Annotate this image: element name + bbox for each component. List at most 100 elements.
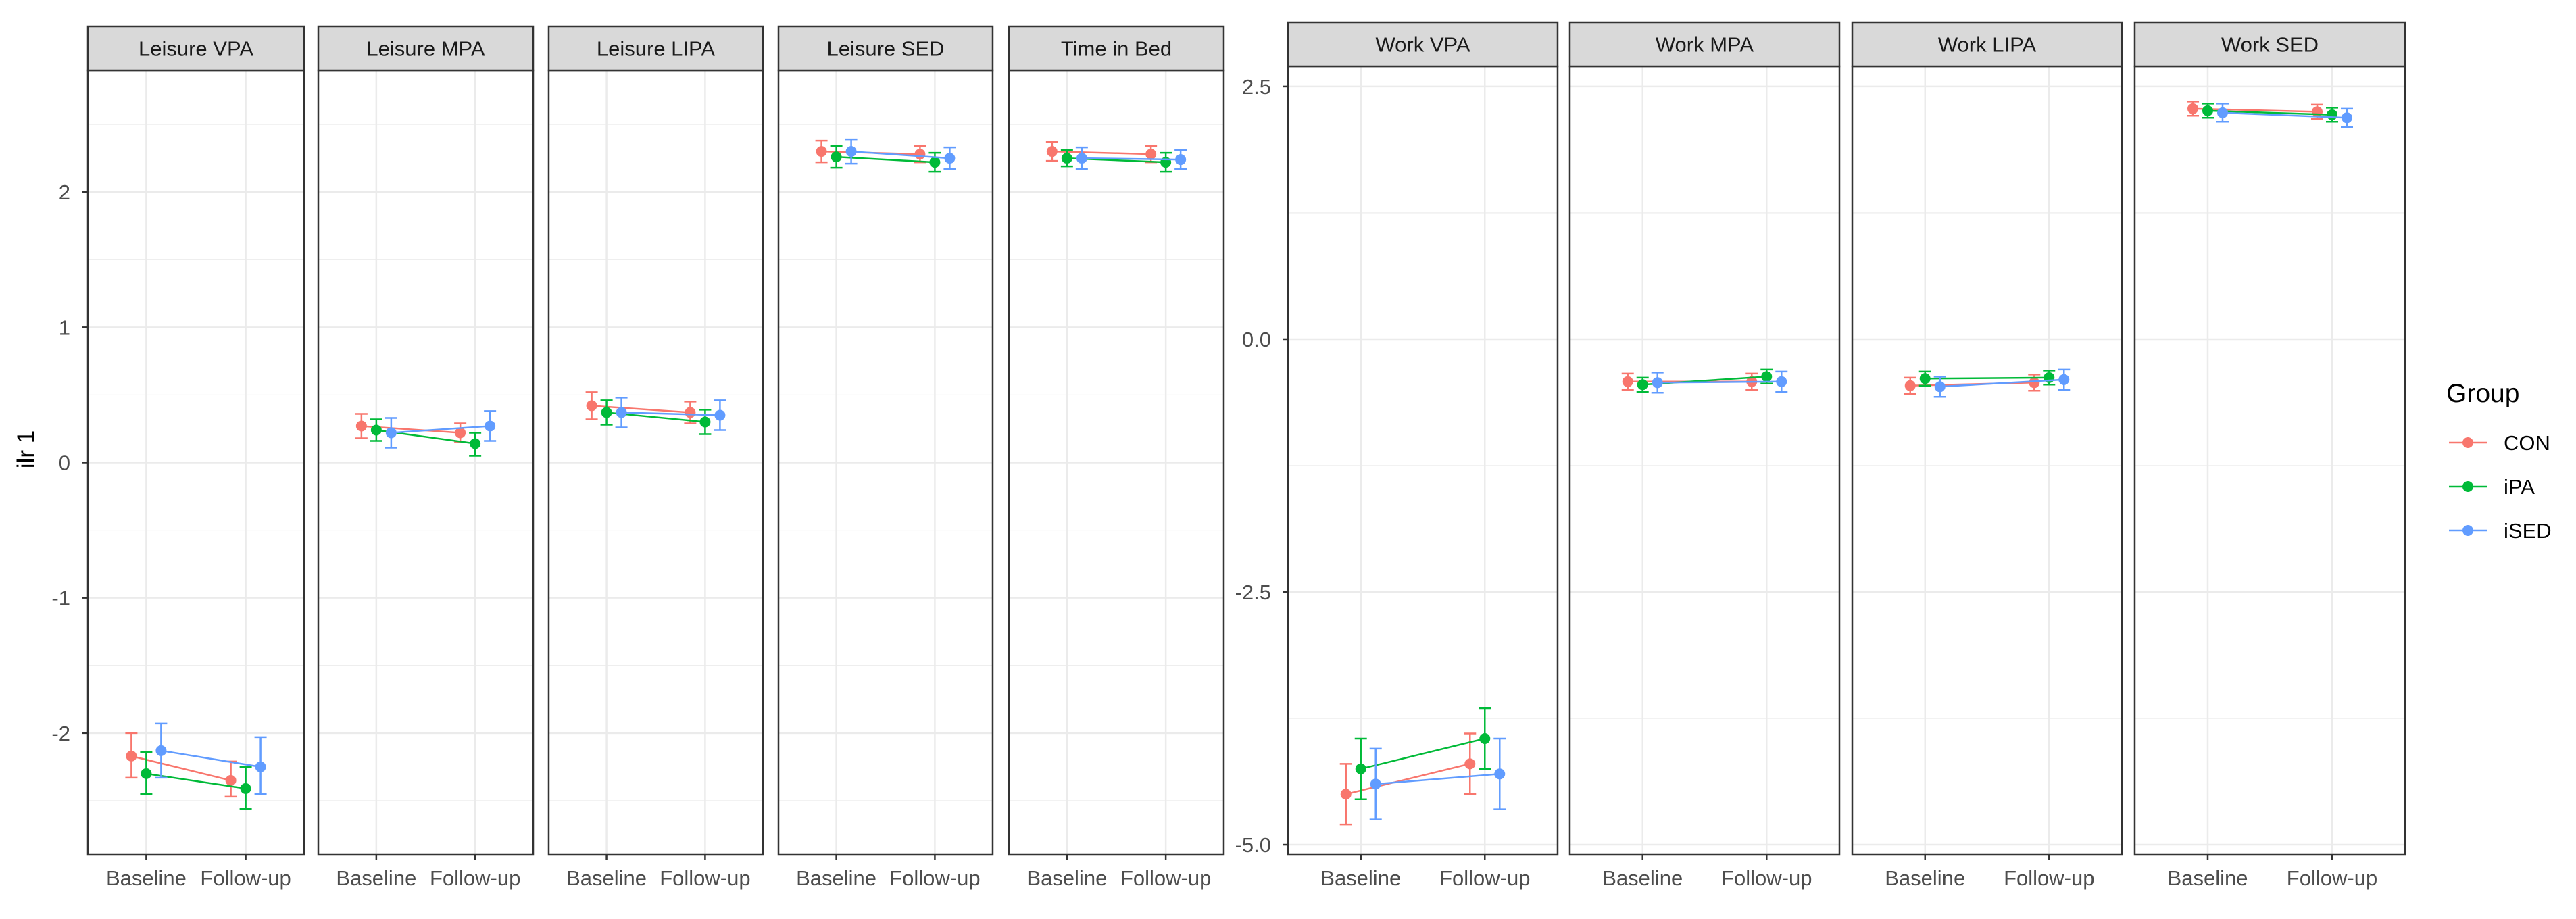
- data-point-ipa: [831, 151, 842, 163]
- data-point-ipa: [1355, 763, 1366, 774]
- data-point-ised: [255, 761, 266, 772]
- series-line-ised: [391, 425, 491, 434]
- data-point-con: [455, 427, 466, 439]
- series-line-con: [591, 405, 691, 414]
- y-tick-label: 2: [59, 180, 70, 204]
- x-tick-label: Baseline: [106, 866, 187, 890]
- series-line-con: [1051, 150, 1151, 155]
- y-tick-label: -2: [51, 722, 70, 745]
- x-tick-label: Follow-up: [430, 866, 520, 890]
- data-point-ipa: [2202, 105, 2213, 116]
- data-point-ised: [2342, 112, 2352, 124]
- data-point-ised: [1776, 376, 1787, 387]
- data-point-con: [355, 420, 367, 432]
- data-point-con: [1046, 146, 1058, 157]
- series-line-ipa: [836, 155, 935, 164]
- x-tick-label: Baseline: [1320, 866, 1401, 890]
- y-tick-label: 0.0: [1242, 328, 1271, 351]
- strip-leisure-vpa: [86, 25, 305, 72]
- legend-key-point: [2462, 437, 2473, 448]
- data-point-ipa: [2327, 109, 2337, 120]
- y-tick-label: 0: [59, 451, 70, 475]
- legend-key-point: [2462, 525, 2473, 536]
- data-point-ipa: [929, 157, 941, 168]
- data-point-ised: [385, 427, 397, 439]
- data-point-ised: [1494, 768, 1506, 780]
- data-point-con: [816, 146, 827, 157]
- x-tick-label: Follow-up: [200, 866, 291, 890]
- data-point-con: [1622, 376, 1633, 387]
- series-line-con: [131, 755, 231, 782]
- x-tick-label: Baseline: [1885, 866, 1965, 890]
- strip-title: Leisure MPA: [366, 37, 485, 61]
- data-point-ipa: [1761, 371, 1773, 382]
- data-point-ipa: [601, 407, 612, 418]
- strip-work-mpa: [1568, 21, 1841, 68]
- x-tick-label: Baseline: [2168, 866, 2248, 890]
- data-point-ised: [1175, 154, 1187, 166]
- x-tick-label: Follow-up: [2004, 866, 2094, 890]
- series-line-con: [1345, 763, 1470, 795]
- data-point-con: [2187, 103, 2198, 114]
- data-point-ised: [155, 745, 167, 756]
- legend-label: iPA: [2504, 475, 2535, 499]
- series-line-ipa: [146, 772, 246, 790]
- data-point-ised: [714, 409, 726, 421]
- data-point-ipa: [141, 768, 152, 779]
- y-tick-label: -2.5: [1235, 580, 1271, 604]
- data-point-ised: [2058, 374, 2070, 385]
- series-line-con: [2192, 107, 2318, 113]
- x-tick-label: Baseline: [336, 866, 416, 890]
- series-line-ised: [1939, 378, 2064, 388]
- data-point-ipa: [1637, 379, 1648, 391]
- panel-work-vpa: [1287, 65, 1559, 856]
- panel-work-sed: [2133, 65, 2406, 856]
- strip-title: Work LIPA: [1938, 33, 2037, 57]
- data-point-ised: [485, 420, 496, 432]
- x-tick-label: Baseline: [1026, 866, 1107, 890]
- data-point-con: [914, 149, 926, 160]
- y-tick-label: -5.0: [1235, 833, 1271, 857]
- data-point-ipa: [370, 424, 382, 436]
- data-point-ised: [616, 407, 627, 418]
- data-point-con: [586, 400, 597, 412]
- legend-title: Group: [2446, 379, 2519, 408]
- data-point-con: [1904, 380, 1916, 391]
- y-tick-label: -1: [51, 587, 70, 610]
- data-point-ised: [1076, 153, 1087, 164]
- strip-title: Leisure SED: [826, 37, 944, 61]
- strip-work-sed: [2133, 21, 2406, 68]
- data-point-ipa: [240, 783, 251, 794]
- x-tick-label: Baseline: [566, 866, 647, 890]
- x-tick-label: Follow-up: [1120, 866, 1211, 890]
- strip-leisure-sed: [777, 25, 994, 72]
- x-tick-label: Follow-up: [660, 866, 750, 890]
- x-tick-label: Baseline: [1602, 866, 1683, 890]
- legend-label: CON: [2504, 431, 2550, 455]
- y-tick-label: 2.5: [1242, 75, 1271, 99]
- series-line-ipa: [1360, 737, 1485, 770]
- x-tick-label: Follow-up: [889, 866, 980, 890]
- series-line-ised: [851, 150, 950, 159]
- data-point-ipa: [699, 416, 711, 428]
- strip-leisure-lipa: [547, 25, 764, 72]
- data-point-con: [1464, 758, 1476, 770]
- data-point-ised: [845, 146, 857, 157]
- x-tick-label: Follow-up: [1721, 866, 1812, 890]
- strip-time-in-bed: [1008, 25, 1225, 72]
- x-tick-label: Baseline: [796, 866, 876, 890]
- panel-work-mpa: [1568, 65, 1841, 856]
- series-line-ipa: [2207, 109, 2333, 116]
- y-tick-label: 1: [59, 316, 70, 339]
- data-point-con: [2312, 106, 2323, 118]
- series-line-ised: [1081, 157, 1181, 161]
- strip-title: Work SED: [2221, 33, 2319, 57]
- strip-title: Time in Bed: [1061, 37, 1172, 61]
- legend-key-point: [2462, 481, 2473, 492]
- data-point-con: [225, 774, 237, 786]
- data-point-ipa: [1061, 153, 1072, 164]
- x-tick-label: Follow-up: [2287, 866, 2377, 890]
- series-line-ised: [161, 749, 261, 768]
- strip-title: Work VPA: [1375, 33, 1470, 57]
